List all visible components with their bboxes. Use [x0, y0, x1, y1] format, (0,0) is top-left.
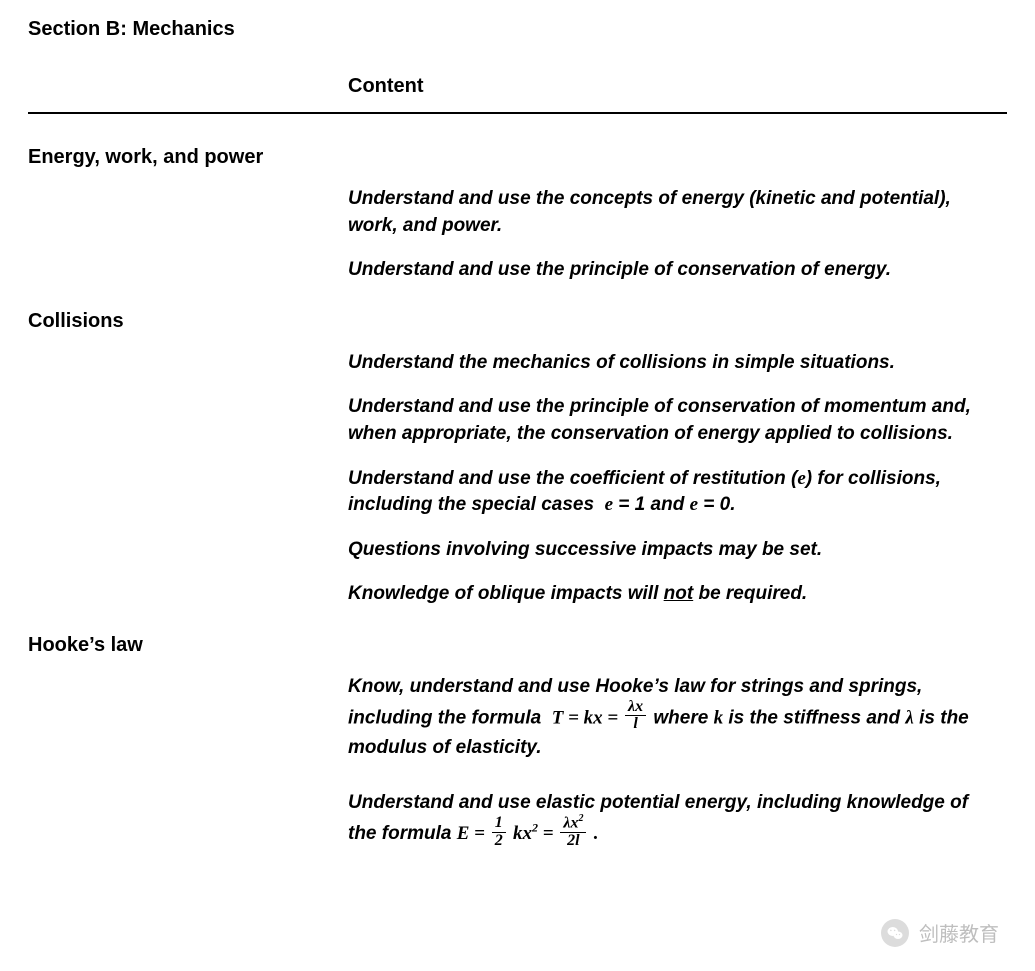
content-item: Understand the mechanics of collisions i… [348, 350, 997, 377]
topic-content: Understand and use the concepts of energ… [348, 146, 1007, 302]
content-item: Knowledge of oblique impacts will not be… [348, 581, 997, 608]
page: Section B: Mechanics Content Energy, wor… [0, 0, 1035, 870]
topic-spacer [348, 146, 997, 186]
topic-heading: Energy, work, and power [28, 146, 348, 169]
header-row: Content [28, 75, 1007, 114]
content-header: Content [348, 75, 424, 98]
topic-block: CollisionsUnderstand the mechanics of co… [28, 310, 1007, 626]
topic-row: Hooke’s lawKnow, understand and use Hook… [28, 634, 1007, 870]
content-item: Understand and use the principle of cons… [348, 394, 997, 447]
watermark-text: 剑藤教育 [919, 918, 999, 947]
topic-content: Understand the mechanics of collisions i… [348, 310, 1007, 626]
topic-spacer [348, 634, 997, 674]
content-item: Understand and use the coefficient of re… [348, 466, 997, 519]
topics-container: Energy, work, and powerUnderstand and us… [28, 146, 1007, 870]
content-item: Questions involving successive impacts m… [348, 537, 997, 564]
section-title: Section B: Mechanics [28, 18, 1007, 41]
content-item: Understand and use elastic potential ene… [348, 790, 997, 853]
content-item: Know, understand and use Hooke’s law for… [348, 674, 997, 762]
watermark: 剑藤教育 [881, 918, 999, 947]
topic-row: CollisionsUnderstand the mechanics of co… [28, 310, 1007, 626]
content-item: Understand and use the principle of cons… [348, 257, 997, 284]
topic-heading: Hooke’s law [28, 634, 348, 657]
topic-content: Know, understand and use Hooke’s law for… [348, 634, 1007, 870]
topic-heading: Collisions [28, 310, 348, 333]
content-item: Understand and use the concepts of energ… [348, 186, 997, 239]
wechat-icon [881, 919, 909, 947]
topic-block: Hooke’s lawKnow, understand and use Hook… [28, 634, 1007, 870]
topic-row: Energy, work, and powerUnderstand and us… [28, 146, 1007, 302]
topic-spacer [348, 310, 997, 350]
topic-block: Energy, work, and powerUnderstand and us… [28, 146, 1007, 302]
